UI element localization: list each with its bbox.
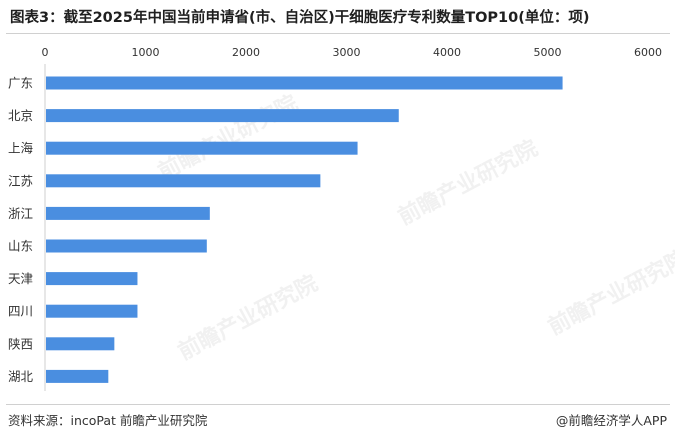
bar [46,337,115,351]
category-label: 山东 [8,239,33,254]
category-label: 浙江 [8,206,33,221]
bar-chart: 0 1000 2000 3000 4000 5000 6000 广东北京上海江苏浙江山东天津… [8,46,663,391]
x-tick-label: 0 [42,46,49,59]
chart-title: 图表3：截至2025年中国当前申请省(市、自治区)干细胞医疗专利数量TOP10(… [10,10,590,26]
bar [46,174,321,188]
x-tick-label: 3000 [333,46,361,59]
bar [46,76,563,90]
x-tick-label: 1000 [132,46,160,59]
x-tick-label: 2000 [232,46,260,59]
x-axis-ticks: 0 1000 2000 3000 4000 5000 6000 [42,46,663,59]
bar [46,206,210,220]
x-tick-label: 6000 [634,46,662,59]
category-label: 天津 [8,271,33,286]
bar [46,369,109,383]
x-tick-label: 5000 [534,46,562,59]
category-label: 江苏 [8,173,33,188]
bar [46,239,207,253]
category-label: 四川 [8,304,33,319]
category-label: 北京 [8,108,33,123]
category-label: 陕西 [8,336,33,351]
brand-credit: @前瞻经济学人APP [555,413,667,428]
bar [46,272,138,286]
source-note: 资料来源：incoPat 前瞻产业研究院 [8,413,208,428]
category-label: 湖北 [8,369,34,384]
bar [46,109,399,123]
x-tick-label: 4000 [433,46,461,59]
footer-divider [6,404,670,405]
bars [46,76,563,383]
category-label: 上海 [8,141,34,156]
bar [46,304,138,318]
bar [46,141,358,155]
title-divider [6,33,670,34]
category-label: 广东 [8,76,33,91]
